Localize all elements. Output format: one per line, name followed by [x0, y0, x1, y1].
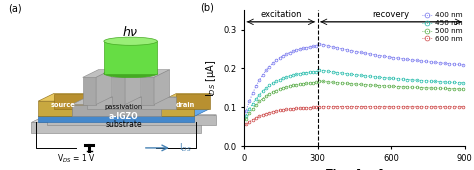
Polygon shape	[72, 105, 161, 116]
Polygon shape	[72, 97, 176, 105]
Polygon shape	[31, 122, 201, 133]
X-axis label: Time [sec]: Time [sec]	[326, 168, 383, 170]
Text: substrate: substrate	[106, 120, 142, 129]
Text: (b): (b)	[200, 2, 214, 12]
Polygon shape	[87, 97, 176, 109]
Polygon shape	[38, 94, 87, 101]
Polygon shape	[161, 101, 194, 116]
Text: I$_{DS}$: I$_{DS}$	[179, 142, 191, 154]
Polygon shape	[31, 115, 216, 122]
Polygon shape	[112, 70, 141, 77]
Polygon shape	[141, 70, 170, 77]
Polygon shape	[82, 70, 112, 77]
Text: a-IGZO: a-IGZO	[109, 112, 139, 121]
Text: V$_{DS}$ = 1 V: V$_{DS}$ = 1 V	[57, 153, 95, 165]
Text: passivation: passivation	[105, 104, 143, 110]
Polygon shape	[96, 70, 112, 105]
Polygon shape	[125, 70, 141, 105]
Polygon shape	[82, 77, 96, 105]
Text: source: source	[50, 102, 75, 108]
Text: drain: drain	[175, 102, 195, 108]
Text: $h\nu$: $h\nu$	[122, 25, 139, 39]
Legend: 400 nm, 450 nm, 500 nm, 600 nm: 400 nm, 450 nm, 500 nm, 600 nm	[421, 12, 463, 43]
Polygon shape	[141, 77, 154, 105]
Ellipse shape	[104, 70, 157, 78]
Polygon shape	[176, 94, 210, 109]
Ellipse shape	[104, 37, 157, 45]
Polygon shape	[154, 70, 170, 105]
Polygon shape	[54, 94, 87, 109]
Text: recovery: recovery	[373, 10, 410, 19]
Polygon shape	[112, 77, 125, 105]
Polygon shape	[38, 109, 210, 116]
Polygon shape	[38, 116, 194, 122]
Text: excitation: excitation	[260, 10, 301, 19]
Y-axis label: I$_{DS}$ [μA]: I$_{DS}$ [μA]	[204, 59, 218, 97]
Polygon shape	[104, 41, 157, 74]
Polygon shape	[161, 94, 210, 101]
Polygon shape	[38, 101, 72, 116]
Text: (a): (a)	[8, 3, 22, 13]
Polygon shape	[47, 115, 216, 125]
